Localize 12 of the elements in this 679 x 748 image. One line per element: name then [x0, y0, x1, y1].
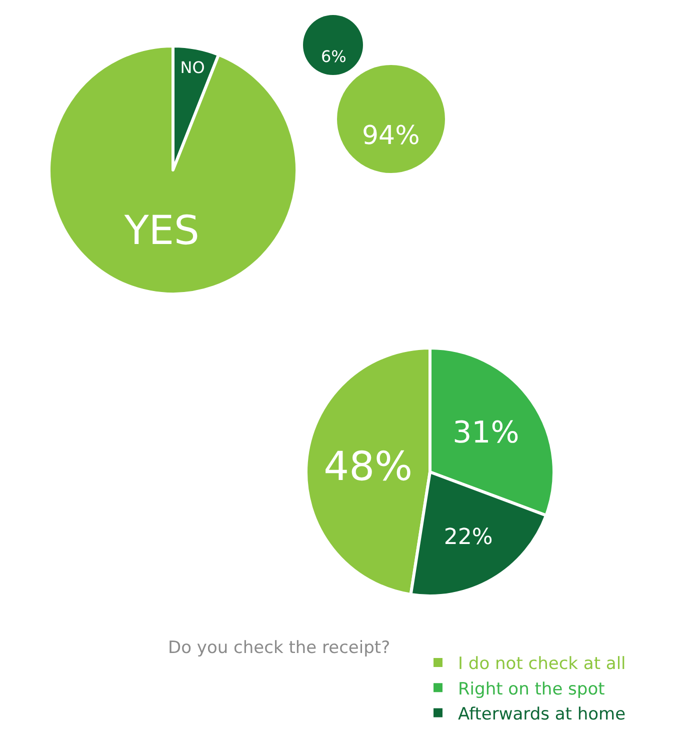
legend-label: I do not check at all	[458, 654, 626, 674]
data-label: 48%	[324, 444, 413, 490]
text: Do you check the receipt?	[168, 638, 390, 658]
text: 6%	[321, 47, 346, 66]
data-label: 22%	[444, 525, 493, 550]
data-label: 31%	[452, 416, 520, 451]
legend-label: Right on the spot	[458, 679, 606, 700]
text: 94%	[362, 121, 420, 151]
slice-label: YES	[123, 208, 200, 254]
pie-slice	[48, 44, 298, 296]
slice-label: NO	[180, 58, 205, 77]
legend-label: Afterwards at home	[458, 704, 626, 724]
